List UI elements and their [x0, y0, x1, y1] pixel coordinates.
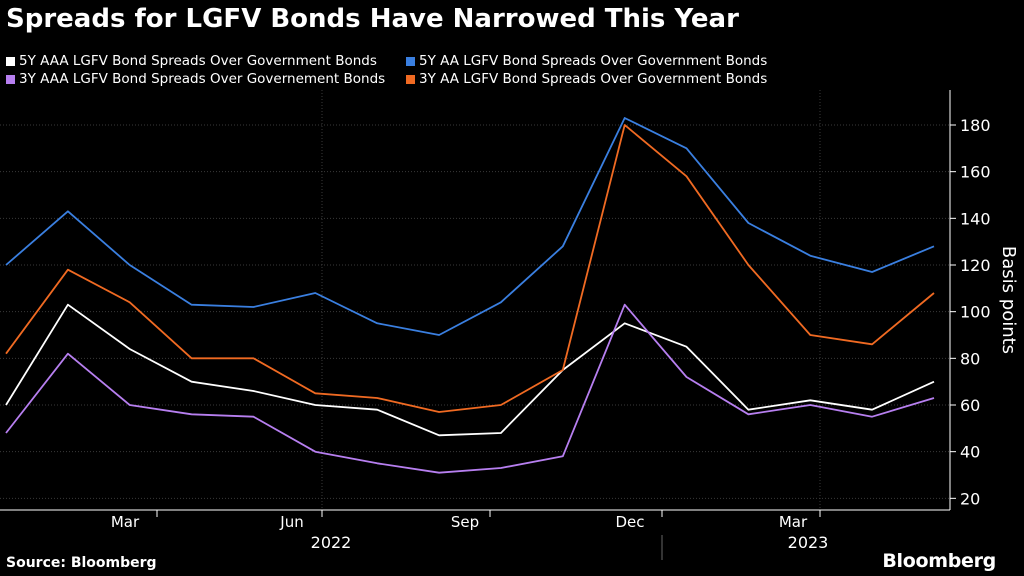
x-tick-label: Mar [111, 513, 140, 531]
y-tick-label: 160 [960, 163, 991, 182]
legend-swatch [6, 74, 15, 84]
legend-label: 5Y AA LGFV Bond Spreads Over Government … [419, 53, 768, 69]
y-tick-label: 140 [960, 209, 991, 228]
legend-item: 3Y AAA LGFV Bond Spreads Over Governemen… [6, 70, 406, 88]
legend-swatch [406, 56, 415, 66]
x-tick-label: Mar [779, 513, 808, 531]
legend-item: 5Y AAA LGFV Bond Spreads Over Government… [6, 52, 406, 70]
x-tick-label: Jun [279, 513, 303, 531]
y-tick-label: 80 [960, 349, 980, 368]
y-tick-label: 20 [960, 489, 980, 508]
y-tick-label: 120 [960, 256, 991, 275]
y-tick-label: 40 [960, 443, 980, 462]
y-axis-label: Basis points [998, 246, 1019, 354]
legend-swatch [6, 56, 15, 66]
series-line [5, 303, 935, 437]
legend-label: 3Y AAA LGFV Bond Spreads Over Governemen… [19, 71, 386, 87]
chart-legend: 5Y AAA LGFV Bond Spreads Over Government… [6, 52, 1006, 88]
y-tick-label: 180 [960, 116, 991, 135]
year-label: 2023 [788, 533, 829, 552]
y-tick-label: 60 [960, 396, 980, 415]
legend-label: 5Y AAA LGFV Bond Spreads Over Government… [19, 53, 377, 69]
legend-item: 3Y AA LGFV Bond Spreads Over Government … [406, 70, 767, 88]
brand-logo: Bloomberg [882, 550, 996, 572]
source-note: Source: Bloomberg [6, 555, 157, 571]
x-tick-label: Sep [451, 513, 479, 531]
series-line [5, 303, 935, 474]
series-line [5, 117, 935, 336]
series-line [5, 124, 935, 413]
chart-title: Spreads for LGFV Bonds Have Narrowed Thi… [6, 4, 739, 34]
x-tick-label: Dec [615, 513, 644, 531]
legend-swatch [406, 74, 415, 84]
year-label: 2022 [311, 533, 352, 552]
legend-item: 5Y AA LGFV Bond Spreads Over Government … [406, 52, 767, 70]
legend-label: 3Y AA LGFV Bond Spreads Over Government … [419, 71, 768, 87]
y-tick-label: 100 [960, 303, 991, 322]
